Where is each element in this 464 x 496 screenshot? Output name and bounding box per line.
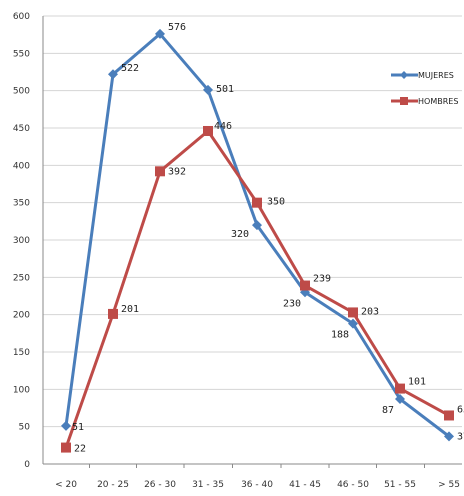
data-point-hombres: [252, 197, 262, 208]
x-tick-label: > 55: [438, 480, 460, 490]
x-tick-label: 41 - 45: [289, 480, 321, 490]
data-point-mujeres: [61, 420, 71, 431]
data-label-hombres: 22: [74, 444, 86, 455]
y-tick-label: 550: [13, 49, 30, 59]
axes: [42, 16, 462, 468]
y-tick-label: 600: [13, 12, 30, 22]
legend-item-mujeres: MUJERES: [391, 71, 454, 80]
data-label-hombres: 201: [121, 304, 139, 315]
y-tick-label: 350: [13, 199, 30, 209]
y-tick-label: 450: [13, 124, 30, 134]
x-tick-label: 36 - 40: [241, 480, 273, 490]
data-label-mujeres: 576: [168, 22, 186, 33]
x-tick-label: 51 - 55: [384, 480, 416, 490]
y-tick-label: 150: [13, 348, 30, 358]
data-point-mujeres: [203, 84, 213, 95]
data-point-hombres: [108, 308, 118, 319]
x-tick-label: < 20: [55, 480, 77, 490]
x-tick-labels: < 20 20 - 25 26 - 30 31 - 35 36 - 40 41 - 45 4…: [55, 480, 460, 490]
y-tick-label: 100: [13, 385, 30, 395]
data-point-mujeres: [155, 28, 165, 39]
data-label-hombres: 239: [313, 274, 331, 285]
series: [61, 28, 454, 453]
y-tick-label: 500: [13, 87, 30, 97]
series-mujeres: [61, 28, 454, 442]
data-point-hombres: [395, 383, 405, 394]
y-tick-label: 0: [24, 460, 30, 470]
data-label-mujeres: 188: [331, 330, 349, 341]
y-tick-label: 200: [13, 311, 30, 321]
data-label-hombres: 101: [408, 377, 426, 388]
legend-marker: [400, 71, 408, 79]
data-label-mujeres: 501: [216, 84, 234, 95]
data-point-hombres: [444, 410, 454, 421]
legend-item-hombres: HOMBRES: [391, 97, 458, 106]
x-tick-label: 26 - 30: [144, 480, 176, 490]
data-point-hombres: [61, 442, 71, 453]
data-label-hombres: 65: [457, 404, 464, 415]
x-tick-label: 31 - 35: [192, 480, 224, 490]
y-tick-label: 300: [13, 236, 30, 246]
data-point-hombres: [300, 280, 310, 291]
gridlines: [43, 15, 462, 428]
series-line-hombres: [64, 129, 450, 449]
data-label-mujeres: 51: [72, 422, 84, 433]
data-label-mujeres: 37: [457, 431, 464, 442]
data-point-mujeres: [348, 318, 358, 329]
data-label-hombres: 350: [267, 197, 285, 208]
data-point-hombres: [155, 166, 165, 177]
y-tick-label: 50: [19, 423, 31, 433]
x-tick-label: 46 - 50: [337, 480, 369, 490]
data-label-hombres: 203: [361, 306, 379, 317]
data-point-mujeres: [395, 394, 405, 405]
data-point-mujeres: [108, 69, 118, 80]
data-label-hombres: 446: [214, 121, 232, 132]
data-label-hombres: 392: [168, 166, 186, 177]
y-tick-label: 400: [13, 161, 30, 171]
legend-label: HOMBRES: [418, 97, 458, 106]
data-label-mujeres: 87: [382, 405, 394, 416]
y-tick-label: 250: [13, 273, 30, 283]
data-point-mujeres: [252, 220, 262, 231]
data-label-mujeres: 230: [283, 298, 301, 309]
data-label-mujeres: 320: [231, 229, 249, 240]
legend-marker: [400, 97, 408, 105]
legend-label: MUJERES: [418, 71, 454, 80]
x-tick-label: 20 - 25: [97, 480, 129, 490]
data-point-hombres: [348, 307, 358, 318]
data-label-mujeres: 522: [121, 63, 139, 74]
data-labels: 51 522 576 501 320 230 188 87 37 22 201 392 446 350 23…: [72, 22, 464, 455]
data-point-hombres: [203, 125, 213, 136]
data-point-mujeres: [444, 431, 454, 442]
y-tick-labels: 0 50 100 150 200 250 300 350 400 450 500 550 600: [13, 12, 30, 470]
legend: MUJERES HOMBRES: [391, 71, 458, 106]
series-hombres: [61, 125, 454, 453]
